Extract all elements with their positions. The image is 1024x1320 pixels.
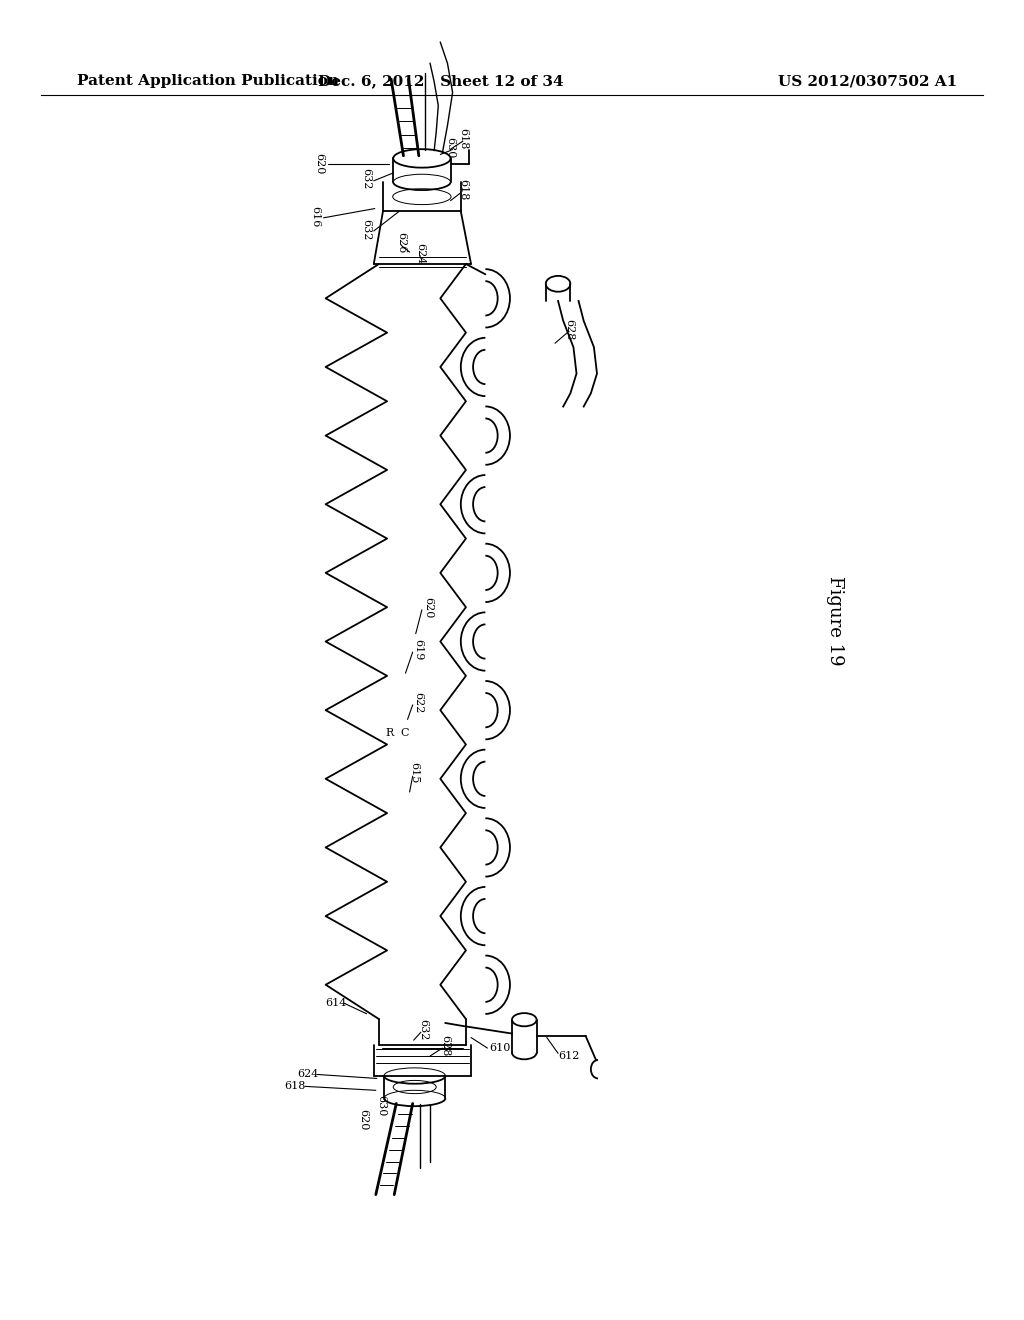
Text: 626: 626 xyxy=(396,232,407,253)
Text: 632: 632 xyxy=(361,168,372,189)
Text: 620: 620 xyxy=(423,597,433,618)
Text: 619: 619 xyxy=(413,639,423,660)
Text: 628: 628 xyxy=(564,319,574,341)
Text: 615: 615 xyxy=(410,762,420,783)
Text: 630: 630 xyxy=(376,1096,386,1117)
Text: US 2012/0307502 A1: US 2012/0307502 A1 xyxy=(778,74,957,88)
Text: 632: 632 xyxy=(418,1019,428,1040)
Text: 620: 620 xyxy=(314,153,325,174)
Text: 610: 610 xyxy=(489,1043,511,1053)
Text: 622: 622 xyxy=(413,692,423,713)
Text: Patent Application Publication: Patent Application Publication xyxy=(77,74,339,88)
Text: 630: 630 xyxy=(445,137,456,158)
Text: 618: 618 xyxy=(285,1081,306,1092)
Text: 618: 618 xyxy=(458,180,468,201)
Text: 624: 624 xyxy=(415,243,425,264)
Text: C: C xyxy=(400,727,409,738)
Text: 612: 612 xyxy=(558,1051,580,1061)
Text: 628: 628 xyxy=(440,1035,451,1056)
Text: 620: 620 xyxy=(358,1109,369,1130)
Text: 632: 632 xyxy=(361,219,372,240)
Text: 614: 614 xyxy=(326,998,347,1008)
Text: 624: 624 xyxy=(297,1069,318,1080)
Text: 616: 616 xyxy=(310,206,321,227)
Text: 618: 618 xyxy=(458,128,468,149)
Text: Figure 19: Figure 19 xyxy=(825,576,844,665)
Text: Dec. 6, 2012   Sheet 12 of 34: Dec. 6, 2012 Sheet 12 of 34 xyxy=(317,74,563,88)
Text: R: R xyxy=(385,727,393,738)
